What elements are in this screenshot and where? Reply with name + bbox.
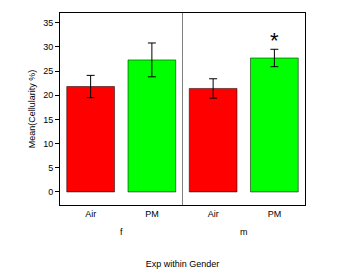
svg-text:Mean(Cellularity %): Mean(Cellularity %) bbox=[27, 70, 37, 149]
svg-text:5: 5 bbox=[48, 163, 53, 173]
svg-text:PM: PM bbox=[145, 209, 159, 219]
svg-text:m: m bbox=[240, 227, 248, 237]
svg-text:10: 10 bbox=[43, 139, 53, 149]
svg-text:*: * bbox=[270, 28, 279, 53]
svg-text:Air: Air bbox=[208, 209, 219, 219]
svg-text:15: 15 bbox=[43, 115, 53, 125]
svg-text:Exp within Gender: Exp within Gender bbox=[146, 259, 220, 269]
svg-text:25: 25 bbox=[43, 66, 53, 76]
svg-text:PM: PM bbox=[268, 209, 282, 219]
svg-text:0: 0 bbox=[48, 187, 53, 197]
svg-text:f: f bbox=[120, 227, 123, 237]
svg-text:Air: Air bbox=[85, 209, 96, 219]
svg-text:30: 30 bbox=[43, 42, 53, 52]
svg-text:20: 20 bbox=[43, 90, 53, 100]
svg-text:35: 35 bbox=[43, 18, 53, 28]
